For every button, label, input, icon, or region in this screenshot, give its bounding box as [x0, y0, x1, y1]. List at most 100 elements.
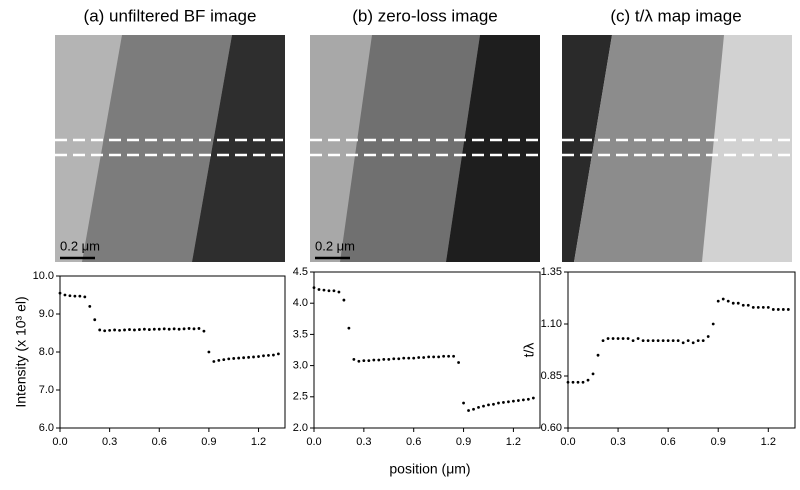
data-point: [138, 328, 141, 331]
data-point: [661, 339, 665, 343]
data-point: [58, 291, 62, 295]
data-point: [596, 353, 600, 357]
data-point: [197, 327, 201, 330]
data-point: [786, 308, 790, 311]
data-point: [422, 356, 426, 359]
y-tick-label: 9.0: [39, 308, 54, 320]
data-point: [731, 301, 735, 305]
y-tick-label: 0.85: [541, 370, 562, 382]
data-point: [327, 289, 331, 293]
data-point: [392, 357, 396, 361]
data-point: [93, 318, 97, 322]
data-point: [167, 327, 171, 331]
data-point: [367, 359, 371, 363]
data-point: [766, 305, 770, 309]
micrograph-c: [562, 35, 792, 262]
data-point: [192, 327, 196, 331]
data-point: [128, 328, 131, 331]
data-point: [482, 404, 485, 408]
data-point: [442, 354, 446, 358]
data-point: [512, 399, 515, 403]
data-point: [272, 353, 275, 357]
data-point: [566, 380, 570, 384]
data-point: [157, 327, 161, 331]
data-point: [262, 354, 265, 358]
x-tick-label: 0.6: [660, 436, 675, 448]
data-point: [73, 294, 77, 298]
data-point: [457, 361, 460, 364]
data-point: [606, 337, 610, 340]
data-point: [322, 288, 326, 292]
x-tick-label: 0.9: [456, 436, 471, 448]
data-point: [108, 328, 112, 332]
data-point: [472, 407, 475, 411]
data-point: [751, 305, 755, 309]
chart-title: (a) unfiltered BF image: [84, 6, 257, 25]
data-point: [68, 294, 72, 298]
data-point: [387, 357, 391, 361]
y-tick-label: 3.0: [293, 360, 308, 372]
data-point: [212, 360, 216, 363]
data-point: [187, 327, 191, 330]
data-point: [631, 339, 635, 343]
profile-lines: [55, 138, 792, 157]
x-tick-label: 0.3: [610, 436, 625, 448]
data-point: [526, 397, 530, 401]
data-point: [237, 356, 241, 360]
data-point: [492, 402, 495, 406]
data-point: [761, 305, 765, 309]
data-point: [113, 328, 116, 332]
y-tick-label: 0.60: [541, 422, 562, 434]
x-tick-label: 0.3: [102, 436, 117, 448]
data-point: [521, 398, 525, 402]
data-point: [432, 355, 436, 359]
y-tick-label: 4.5: [293, 266, 308, 278]
data-point: [576, 380, 580, 384]
data-point: [276, 352, 280, 356]
data-point: [182, 327, 186, 331]
data-point: [756, 305, 760, 309]
region: [574, 35, 724, 262]
y-tick-label: 6.0: [39, 422, 54, 434]
data-point: [252, 355, 255, 359]
y-tick-label: 1.10: [541, 318, 562, 330]
data-point: [312, 286, 316, 289]
data-point: [217, 358, 221, 362]
data-point: [671, 339, 675, 343]
data-point: [696, 339, 700, 343]
data-point: [162, 327, 166, 331]
data-point: [83, 295, 87, 299]
x-tick-label: 1.2: [761, 436, 776, 448]
plot-frame: [59, 275, 286, 429]
data-point: [771, 308, 775, 311]
data-point: [686, 339, 690, 343]
data-point: [477, 406, 480, 409]
data-point: [611, 337, 615, 340]
data-point: [462, 401, 465, 405]
x-tick-label: 0.6: [152, 436, 167, 448]
region: [562, 35, 612, 262]
data-point: [347, 326, 351, 330]
x-tick-label: 0.0: [560, 436, 575, 448]
region: [446, 35, 540, 262]
data-point: [616, 337, 620, 340]
data-point: [646, 339, 650, 343]
data-point: [531, 396, 535, 400]
data-point: [202, 329, 206, 333]
y-tick-label: 1.35: [541, 266, 562, 278]
data-point: [417, 356, 421, 359]
data-point: [721, 297, 725, 301]
data-point: [716, 299, 720, 303]
data-point: [98, 328, 102, 332]
data-point: [232, 357, 236, 360]
data-point: [317, 288, 321, 291]
region: [192, 35, 285, 262]
micrograph-a: [55, 35, 285, 262]
data-point: [452, 354, 455, 358]
y-tick-label: 10.0: [33, 270, 54, 282]
data-point: [147, 328, 151, 331]
plot-frame: [567, 271, 796, 429]
x-tick-label: 1.2: [506, 436, 521, 448]
data-point: [746, 303, 750, 307]
